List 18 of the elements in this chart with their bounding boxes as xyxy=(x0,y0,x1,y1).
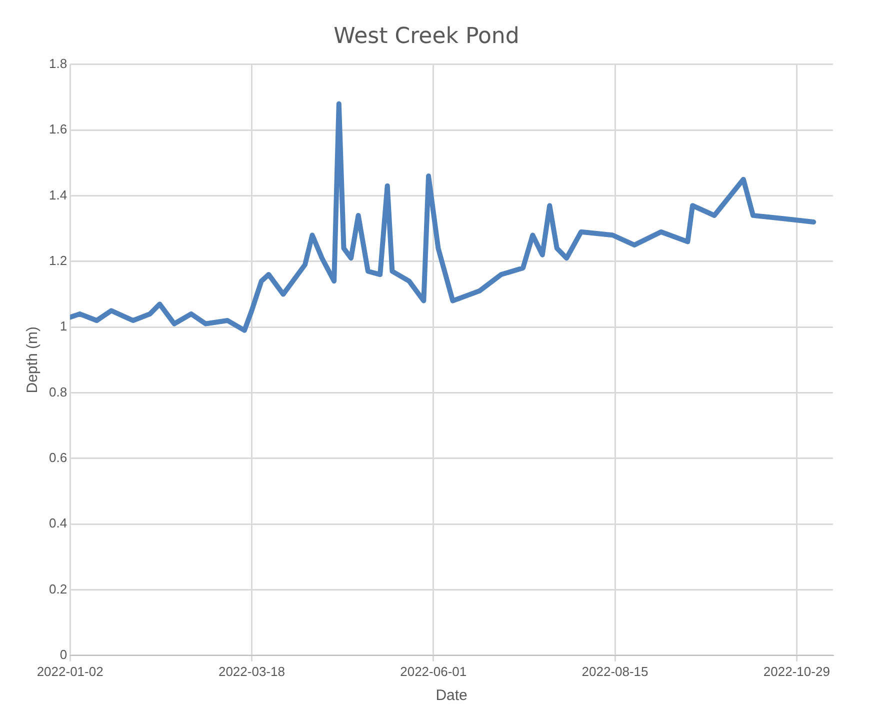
x-tick-label: 2022-03-18 xyxy=(218,664,285,679)
chart-title: West Creek Pond xyxy=(334,24,520,49)
y-tick-label: 1.6 xyxy=(48,122,68,137)
y-tick-label: 1.4 xyxy=(48,187,68,202)
x-axis-title: Date xyxy=(436,687,468,704)
y-tick-label: 1.2 xyxy=(48,252,68,268)
y-tick-label: 0.6 xyxy=(48,450,68,465)
y-tick-label: 0 xyxy=(60,646,68,662)
y-axis-title: Depth (m) xyxy=(24,326,42,394)
y-tick-label: 0.8 xyxy=(48,384,68,400)
y-tick-label: 1.8 xyxy=(48,56,68,71)
y-tick-label: 1 xyxy=(60,318,68,334)
x-tick-label: 2022-06-01 xyxy=(400,664,467,679)
x-tick-label: 2022-10-29 xyxy=(763,664,830,679)
y-tick-label: 0.2 xyxy=(48,581,68,596)
x-tick-label: 2022-01-02 xyxy=(36,664,104,679)
y-tick-label: 0.4 xyxy=(48,516,68,531)
x-tick-label: 2022-08-15 xyxy=(582,664,648,679)
